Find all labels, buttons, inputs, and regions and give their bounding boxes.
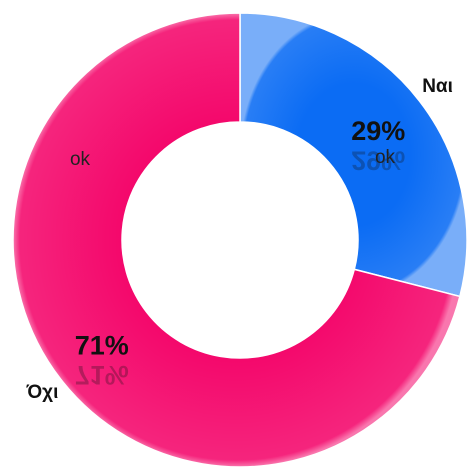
annotation: ok — [70, 149, 91, 170]
value-label-reflection: 29% — [351, 146, 405, 176]
value-label: 71% — [75, 330, 129, 360]
annotation: ok — [375, 147, 396, 168]
category-label: Όχι — [26, 382, 59, 403]
category-label: Ναι — [422, 76, 453, 97]
value-label: 29% — [351, 116, 405, 146]
slices — [12, 12, 468, 468]
value-label-reflection: 71% — [75, 360, 129, 390]
